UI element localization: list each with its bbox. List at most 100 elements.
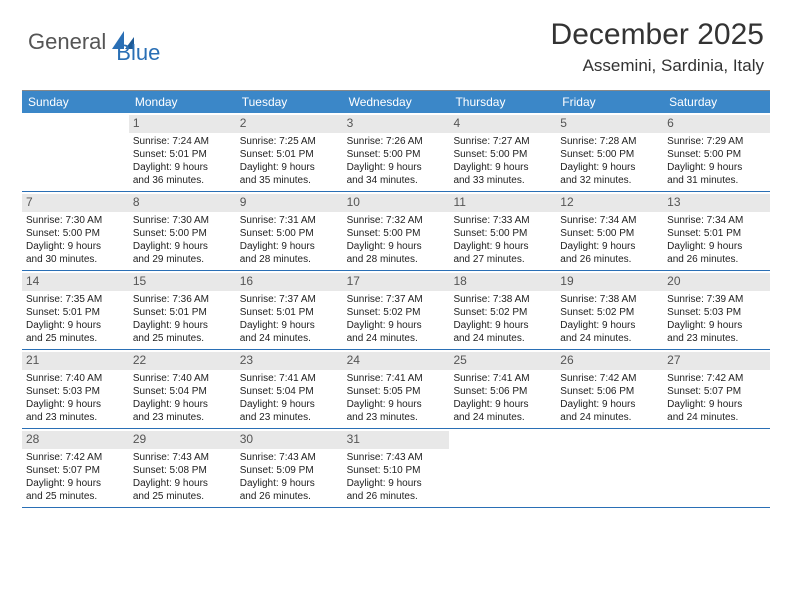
sunrise-text: Sunrise: 7:24 AM [133, 135, 232, 148]
sunset-text: Sunset: 5:00 PM [560, 227, 659, 240]
daylight-text: Daylight: 9 hours [240, 161, 339, 174]
sunset-text: Sunset: 5:02 PM [453, 306, 552, 319]
daylight-text: and 25 minutes. [26, 490, 125, 503]
day-cell: 2Sunrise: 7:25 AMSunset: 5:01 PMDaylight… [236, 113, 343, 191]
day-cell: 19Sunrise: 7:38 AMSunset: 5:02 PMDayligh… [556, 271, 663, 349]
day-cell: 27Sunrise: 7:42 AMSunset: 5:07 PMDayligh… [663, 350, 770, 428]
daylight-text: and 24 minutes. [560, 332, 659, 345]
day-number: 6 [663, 115, 770, 133]
sunrise-text: Sunrise: 7:33 AM [453, 214, 552, 227]
daylight-text: and 24 minutes. [667, 411, 766, 424]
daylight-text: and 30 minutes. [26, 253, 125, 266]
weekday-header: Tuesday [236, 91, 343, 113]
daylight-text: Daylight: 9 hours [453, 161, 552, 174]
day-number: 9 [236, 194, 343, 212]
daylight-text: and 26 minutes. [667, 253, 766, 266]
day-number: 23 [236, 352, 343, 370]
day-cell: 11Sunrise: 7:33 AMSunset: 5:00 PMDayligh… [449, 192, 556, 270]
sunset-text: Sunset: 5:00 PM [667, 148, 766, 161]
day-number: 22 [129, 352, 236, 370]
daylight-text: Daylight: 9 hours [347, 161, 446, 174]
sunset-text: Sunset: 5:01 PM [667, 227, 766, 240]
sunrise-text: Sunrise: 7:41 AM [347, 372, 446, 385]
day-number: 30 [236, 431, 343, 449]
title-block: December 2025 Assemini, Sardinia, Italy [551, 18, 764, 76]
weekday-header: Wednesday [343, 91, 450, 113]
daylight-text: and 28 minutes. [347, 253, 446, 266]
sunset-text: Sunset: 5:04 PM [240, 385, 339, 398]
day-number: 4 [449, 115, 556, 133]
daylight-text: and 25 minutes. [133, 332, 232, 345]
sunrise-text: Sunrise: 7:38 AM [453, 293, 552, 306]
week-row: 28Sunrise: 7:42 AMSunset: 5:07 PMDayligh… [22, 429, 770, 508]
daylight-text: Daylight: 9 hours [240, 240, 339, 253]
day-cell: 18Sunrise: 7:38 AMSunset: 5:02 PMDayligh… [449, 271, 556, 349]
weekday-header: Sunday [22, 91, 129, 113]
sunrise-text: Sunrise: 7:28 AM [560, 135, 659, 148]
sunrise-text: Sunrise: 7:40 AM [26, 372, 125, 385]
day-number: 27 [663, 352, 770, 370]
daylight-text: and 23 minutes. [133, 411, 232, 424]
sunrise-text: Sunrise: 7:37 AM [347, 293, 446, 306]
sunset-text: Sunset: 5:00 PM [347, 148, 446, 161]
day-number: 31 [343, 431, 450, 449]
sunrise-text: Sunrise: 7:42 AM [560, 372, 659, 385]
week-row: 21Sunrise: 7:40 AMSunset: 5:03 PMDayligh… [22, 350, 770, 429]
day-cell: 22Sunrise: 7:40 AMSunset: 5:04 PMDayligh… [129, 350, 236, 428]
sunset-text: Sunset: 5:06 PM [560, 385, 659, 398]
daylight-text: Daylight: 9 hours [667, 240, 766, 253]
sunrise-text: Sunrise: 7:29 AM [667, 135, 766, 148]
day-number: 21 [22, 352, 129, 370]
day-cell: 15Sunrise: 7:36 AMSunset: 5:01 PMDayligh… [129, 271, 236, 349]
month-title: December 2025 [551, 18, 764, 52]
calendar: SundayMondayTuesdayWednesdayThursdayFrid… [22, 90, 770, 508]
sunrise-text: Sunrise: 7:37 AM [240, 293, 339, 306]
daylight-text: and 23 minutes. [26, 411, 125, 424]
sunrise-text: Sunrise: 7:39 AM [667, 293, 766, 306]
sunrise-text: Sunrise: 7:38 AM [560, 293, 659, 306]
daylight-text: Daylight: 9 hours [26, 398, 125, 411]
day-number: 29 [129, 431, 236, 449]
day-number: 24 [343, 352, 450, 370]
day-cell: 30Sunrise: 7:43 AMSunset: 5:09 PMDayligh… [236, 429, 343, 507]
sunrise-text: Sunrise: 7:35 AM [26, 293, 125, 306]
sunrise-text: Sunrise: 7:36 AM [133, 293, 232, 306]
daylight-text: Daylight: 9 hours [133, 240, 232, 253]
daylight-text: Daylight: 9 hours [26, 477, 125, 490]
sunrise-text: Sunrise: 7:43 AM [240, 451, 339, 464]
sunset-text: Sunset: 5:01 PM [26, 306, 125, 319]
day-cell: 25Sunrise: 7:41 AMSunset: 5:06 PMDayligh… [449, 350, 556, 428]
day-cell: 31Sunrise: 7:43 AMSunset: 5:10 PMDayligh… [343, 429, 450, 507]
daylight-text: and 26 minutes. [240, 490, 339, 503]
day-number: 25 [449, 352, 556, 370]
day-cell: 16Sunrise: 7:37 AMSunset: 5:01 PMDayligh… [236, 271, 343, 349]
daylight-text: Daylight: 9 hours [453, 398, 552, 411]
day-number: 10 [343, 194, 450, 212]
daylight-text: and 24 minutes. [453, 332, 552, 345]
logo-text-blue: Blue [116, 40, 160, 66]
day-cell: 8Sunrise: 7:30 AMSunset: 5:00 PMDaylight… [129, 192, 236, 270]
day-number: 20 [663, 273, 770, 291]
sunrise-text: Sunrise: 7:34 AM [667, 214, 766, 227]
sunrise-text: Sunrise: 7:25 AM [240, 135, 339, 148]
logo-text-general: General [28, 29, 106, 55]
day-cell: 26Sunrise: 7:42 AMSunset: 5:06 PMDayligh… [556, 350, 663, 428]
sunrise-text: Sunrise: 7:41 AM [240, 372, 339, 385]
sunset-text: Sunset: 5:01 PM [133, 306, 232, 319]
sunset-text: Sunset: 5:00 PM [26, 227, 125, 240]
day-number: 5 [556, 115, 663, 133]
day-number: 17 [343, 273, 450, 291]
day-cell: 23Sunrise: 7:41 AMSunset: 5:04 PMDayligh… [236, 350, 343, 428]
week-row: 7Sunrise: 7:30 AMSunset: 5:00 PMDaylight… [22, 192, 770, 271]
daylight-text: Daylight: 9 hours [347, 319, 446, 332]
sunset-text: Sunset: 5:07 PM [26, 464, 125, 477]
daylight-text: Daylight: 9 hours [240, 319, 339, 332]
daylight-text: and 31 minutes. [667, 174, 766, 187]
day-cell: 1Sunrise: 7:24 AMSunset: 5:01 PMDaylight… [129, 113, 236, 191]
day-cell: 29Sunrise: 7:43 AMSunset: 5:08 PMDayligh… [129, 429, 236, 507]
header: General Blue December 2025 Assemini, Sar… [0, 0, 792, 80]
day-cell: 3Sunrise: 7:26 AMSunset: 5:00 PMDaylight… [343, 113, 450, 191]
sunrise-text: Sunrise: 7:30 AM [133, 214, 232, 227]
day-number: 26 [556, 352, 663, 370]
sunset-text: Sunset: 5:03 PM [667, 306, 766, 319]
